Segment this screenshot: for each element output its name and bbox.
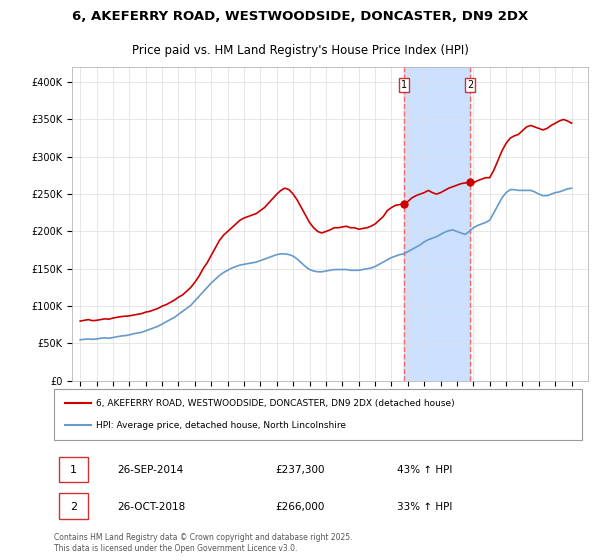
Text: 2: 2: [467, 80, 473, 90]
Text: 33% ↑ HPI: 33% ↑ HPI: [397, 502, 452, 512]
Text: 26-SEP-2014: 26-SEP-2014: [118, 465, 184, 475]
Text: 1: 1: [70, 465, 77, 475]
Text: 1: 1: [400, 80, 407, 90]
Text: £266,000: £266,000: [276, 502, 325, 512]
Text: HPI: Average price, detached house, North Lincolnshire: HPI: Average price, detached house, Nort…: [96, 421, 346, 430]
Text: 6, AKEFERRY ROAD, WESTWOODSIDE, DONCASTER, DN9 2DX (detached house): 6, AKEFERRY ROAD, WESTWOODSIDE, DONCASTE…: [96, 399, 455, 408]
Text: 6, AKEFERRY ROAD, WESTWOODSIDE, DONCASTER, DN9 2DX: 6, AKEFERRY ROAD, WESTWOODSIDE, DONCASTE…: [72, 10, 528, 24]
Text: Contains HM Land Registry data © Crown copyright and database right 2025.
This d: Contains HM Land Registry data © Crown c…: [54, 533, 353, 553]
Text: 43% ↑ HPI: 43% ↑ HPI: [397, 465, 452, 475]
Text: £237,300: £237,300: [276, 465, 325, 475]
FancyBboxPatch shape: [59, 456, 88, 482]
FancyBboxPatch shape: [59, 493, 88, 519]
Bar: [404, 67, 470, 381]
Text: 26-OCT-2018: 26-OCT-2018: [118, 502, 185, 512]
FancyBboxPatch shape: [54, 389, 582, 440]
Text: Price paid vs. HM Land Registry's House Price Index (HPI): Price paid vs. HM Land Registry's House …: [131, 44, 469, 57]
Text: 2: 2: [70, 502, 77, 512]
